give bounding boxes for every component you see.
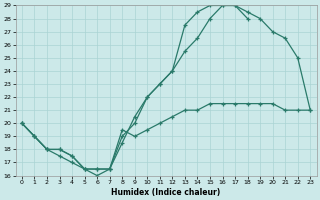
X-axis label: Humidex (Indice chaleur): Humidex (Indice chaleur) xyxy=(111,188,221,197)
